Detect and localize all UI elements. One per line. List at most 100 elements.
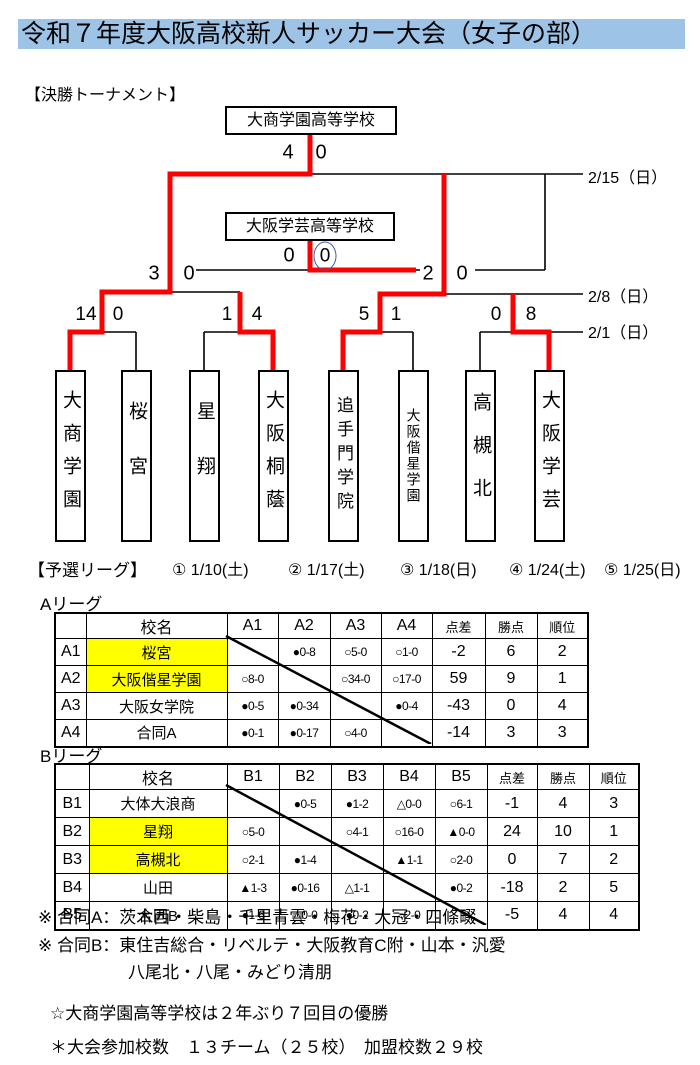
match-cell bbox=[226, 638, 279, 666]
row-id: A4 bbox=[54, 719, 87, 747]
header-points: 勝点 bbox=[536, 763, 590, 790]
header-b2: B2 bbox=[278, 763, 332, 790]
prelim-round-1: ① 1/10(土) bbox=[172, 562, 249, 579]
qf1-score-left: 14 bbox=[75, 304, 97, 325]
row-id: B2 bbox=[54, 817, 90, 846]
match-cell: ○8-0 bbox=[226, 665, 279, 693]
qf4-score-left: 0 bbox=[490, 304, 502, 325]
match-cell bbox=[226, 789, 280, 818]
match-cell: ○5-0 bbox=[226, 817, 280, 846]
rank-cell: 4 bbox=[536, 692, 589, 720]
match-cell: ●0-5 bbox=[226, 692, 279, 720]
header-a1: A1 bbox=[226, 612, 279, 639]
match-cell bbox=[278, 817, 332, 846]
match-cell: ○2-0 bbox=[434, 845, 488, 874]
league-a-table: 校名 A1 A2 A3 A4 点差 勝点 順位 A1 桜宮 ●0-8 ○5-0 … bbox=[54, 612, 589, 748]
match-cell: ○17-0 bbox=[380, 665, 433, 693]
row-id: A1 bbox=[54, 638, 87, 666]
goal-diff-cell: -14 bbox=[431, 719, 486, 747]
goal-diff-cell: -1 bbox=[486, 789, 538, 818]
goal-diff-cell: -2 bbox=[431, 638, 486, 666]
team-box-otemon-gakuin: 追手門学院 bbox=[328, 370, 359, 542]
semifinal-left-score-right: 0 bbox=[183, 262, 195, 285]
match-cell: ●0-1 bbox=[226, 719, 279, 747]
table-row: B4 山田 ▲1-3 ●0-16 △1-1 ●0-2 -18 2 5 bbox=[54, 873, 640, 902]
row-id: B5 bbox=[54, 901, 90, 930]
league-a-label: Aリーグ bbox=[40, 595, 103, 614]
qf1-score-right: 0 bbox=[112, 304, 124, 325]
prelim-round-2: ② 1/17(土) bbox=[288, 562, 365, 579]
note-champion: ☆大商学園高等学校は２年ぶり７回目の優勝 bbox=[50, 1004, 389, 1023]
header-points: 勝点 bbox=[484, 612, 538, 639]
table-row: A3 大阪女学院 ●0-5 ●0-34 ●0-4 -43 0 4 bbox=[54, 692, 589, 720]
match-cell: ○6-1 bbox=[434, 789, 488, 818]
row-id: B1 bbox=[54, 789, 90, 818]
league-b-label: Bリーグ bbox=[40, 747, 103, 766]
bracket-lines-diagram bbox=[67, 130, 583, 370]
goal-diff-cell: 0 bbox=[486, 845, 538, 874]
rank-cell: 3 bbox=[588, 789, 640, 818]
final-score-right: 0 bbox=[315, 141, 327, 164]
match-cell bbox=[329, 692, 382, 720]
school-name-cell: 高槻北 bbox=[88, 845, 228, 874]
league-b-table: 校名 B1 B2 B3 B4 B5 点差 勝点 順位 B1 大体大浪商 ●0-5… bbox=[54, 763, 640, 931]
prelim-heading: 【予選リーグ】 bbox=[28, 561, 147, 580]
note-goudou-a: ※ 合同A：茨木西・柴島・千里青雲・梅花・大冠・四條畷 bbox=[38, 908, 477, 927]
qf3-score-left: 5 bbox=[358, 304, 370, 325]
runner-up-score-left: 0 bbox=[283, 244, 295, 267]
school-name-cell: 大体大浪商 bbox=[88, 789, 228, 818]
match-cell: ○4-0 bbox=[329, 719, 382, 747]
points-cell: 7 bbox=[536, 845, 590, 874]
school-name-cell: 星翔 bbox=[88, 817, 228, 846]
row-id: A3 bbox=[54, 692, 87, 720]
match-cell: ○4-1 bbox=[330, 817, 384, 846]
champion-name: 大商学園高等学校 bbox=[246, 112, 375, 129]
match-cell: ●0-2 bbox=[434, 873, 488, 902]
team-box-takatsuki-kita: 高槻北 bbox=[465, 370, 496, 542]
header-a4: A4 bbox=[380, 612, 433, 639]
semifinal-left-score-left: 3 bbox=[148, 262, 160, 285]
points-cell: 4 bbox=[536, 789, 590, 818]
team-box-osaka-kaisei: 大阪偕星学園 bbox=[398, 370, 429, 542]
corner-cell bbox=[54, 763, 90, 790]
winner-path-lines bbox=[67, 130, 552, 370]
rank-cell: 4 bbox=[588, 901, 640, 930]
qf2-score-right: 4 bbox=[251, 304, 263, 325]
school-name-cell: 桜宮 bbox=[85, 638, 228, 666]
table-row: A2 大阪偕星学園 ○8-0 ○34-0 ○17-0 59 9 1 bbox=[54, 665, 589, 693]
goal-diff-cell: -18 bbox=[486, 873, 538, 902]
rank-cell: 3 bbox=[536, 719, 589, 747]
league-b-header-row: 校名 B1 B2 B3 B4 B5 点差 勝点 順位 bbox=[54, 763, 640, 790]
rank-cell: 1 bbox=[588, 817, 640, 846]
table-row: A4 合同A ●0-1 ●0-17 ○4-0 -14 3 3 bbox=[54, 719, 589, 747]
points-cell: 10 bbox=[536, 817, 590, 846]
rank-cell: 1 bbox=[536, 665, 589, 693]
note-participation: ＊大会参加校数 １３チーム（２５校） 加盟校数２９校 bbox=[50, 1038, 483, 1057]
header-school-name: 校名 bbox=[88, 763, 228, 790]
header-a2: A2 bbox=[277, 612, 331, 639]
match-cell: ○34-0 bbox=[329, 665, 382, 693]
points-cell: 9 bbox=[484, 665, 538, 693]
match-cell: ●0-34 bbox=[277, 692, 331, 720]
match-cell: ●1-2 bbox=[330, 789, 384, 818]
rank-cell: 5 bbox=[588, 873, 640, 902]
header-school-name: 校名 bbox=[85, 612, 228, 639]
header-b5: B5 bbox=[434, 763, 488, 790]
team-box-osaka-toin: 大阪桐蔭 bbox=[258, 370, 289, 542]
note-goudou-b-cont: 八尾北・八尾・みどり清朋 bbox=[128, 963, 332, 982]
header-rank: 順位 bbox=[536, 612, 589, 639]
page-title: 令和７年度大阪高校新人サッカー大会（女子の部） bbox=[18, 19, 685, 49]
match-cell: ●0-17 bbox=[277, 719, 331, 747]
match-cell: △1-1 bbox=[330, 873, 384, 902]
prelim-round-4: ④ 1/24(土) bbox=[509, 562, 586, 579]
points-cell: 2 bbox=[536, 873, 590, 902]
match-cell: ●0-16 bbox=[278, 873, 332, 902]
date-final: 2/15（日） bbox=[588, 170, 668, 187]
header-goal-diff: 点差 bbox=[431, 612, 486, 639]
runner-up-name: 大阪学芸高等学校 bbox=[245, 218, 374, 235]
header-goal-diff: 点差 bbox=[486, 763, 538, 790]
goal-diff-cell: 24 bbox=[486, 817, 538, 846]
goal-diff-cell: -5 bbox=[486, 901, 538, 930]
header-b1: B1 bbox=[226, 763, 280, 790]
match-cell bbox=[277, 665, 331, 693]
